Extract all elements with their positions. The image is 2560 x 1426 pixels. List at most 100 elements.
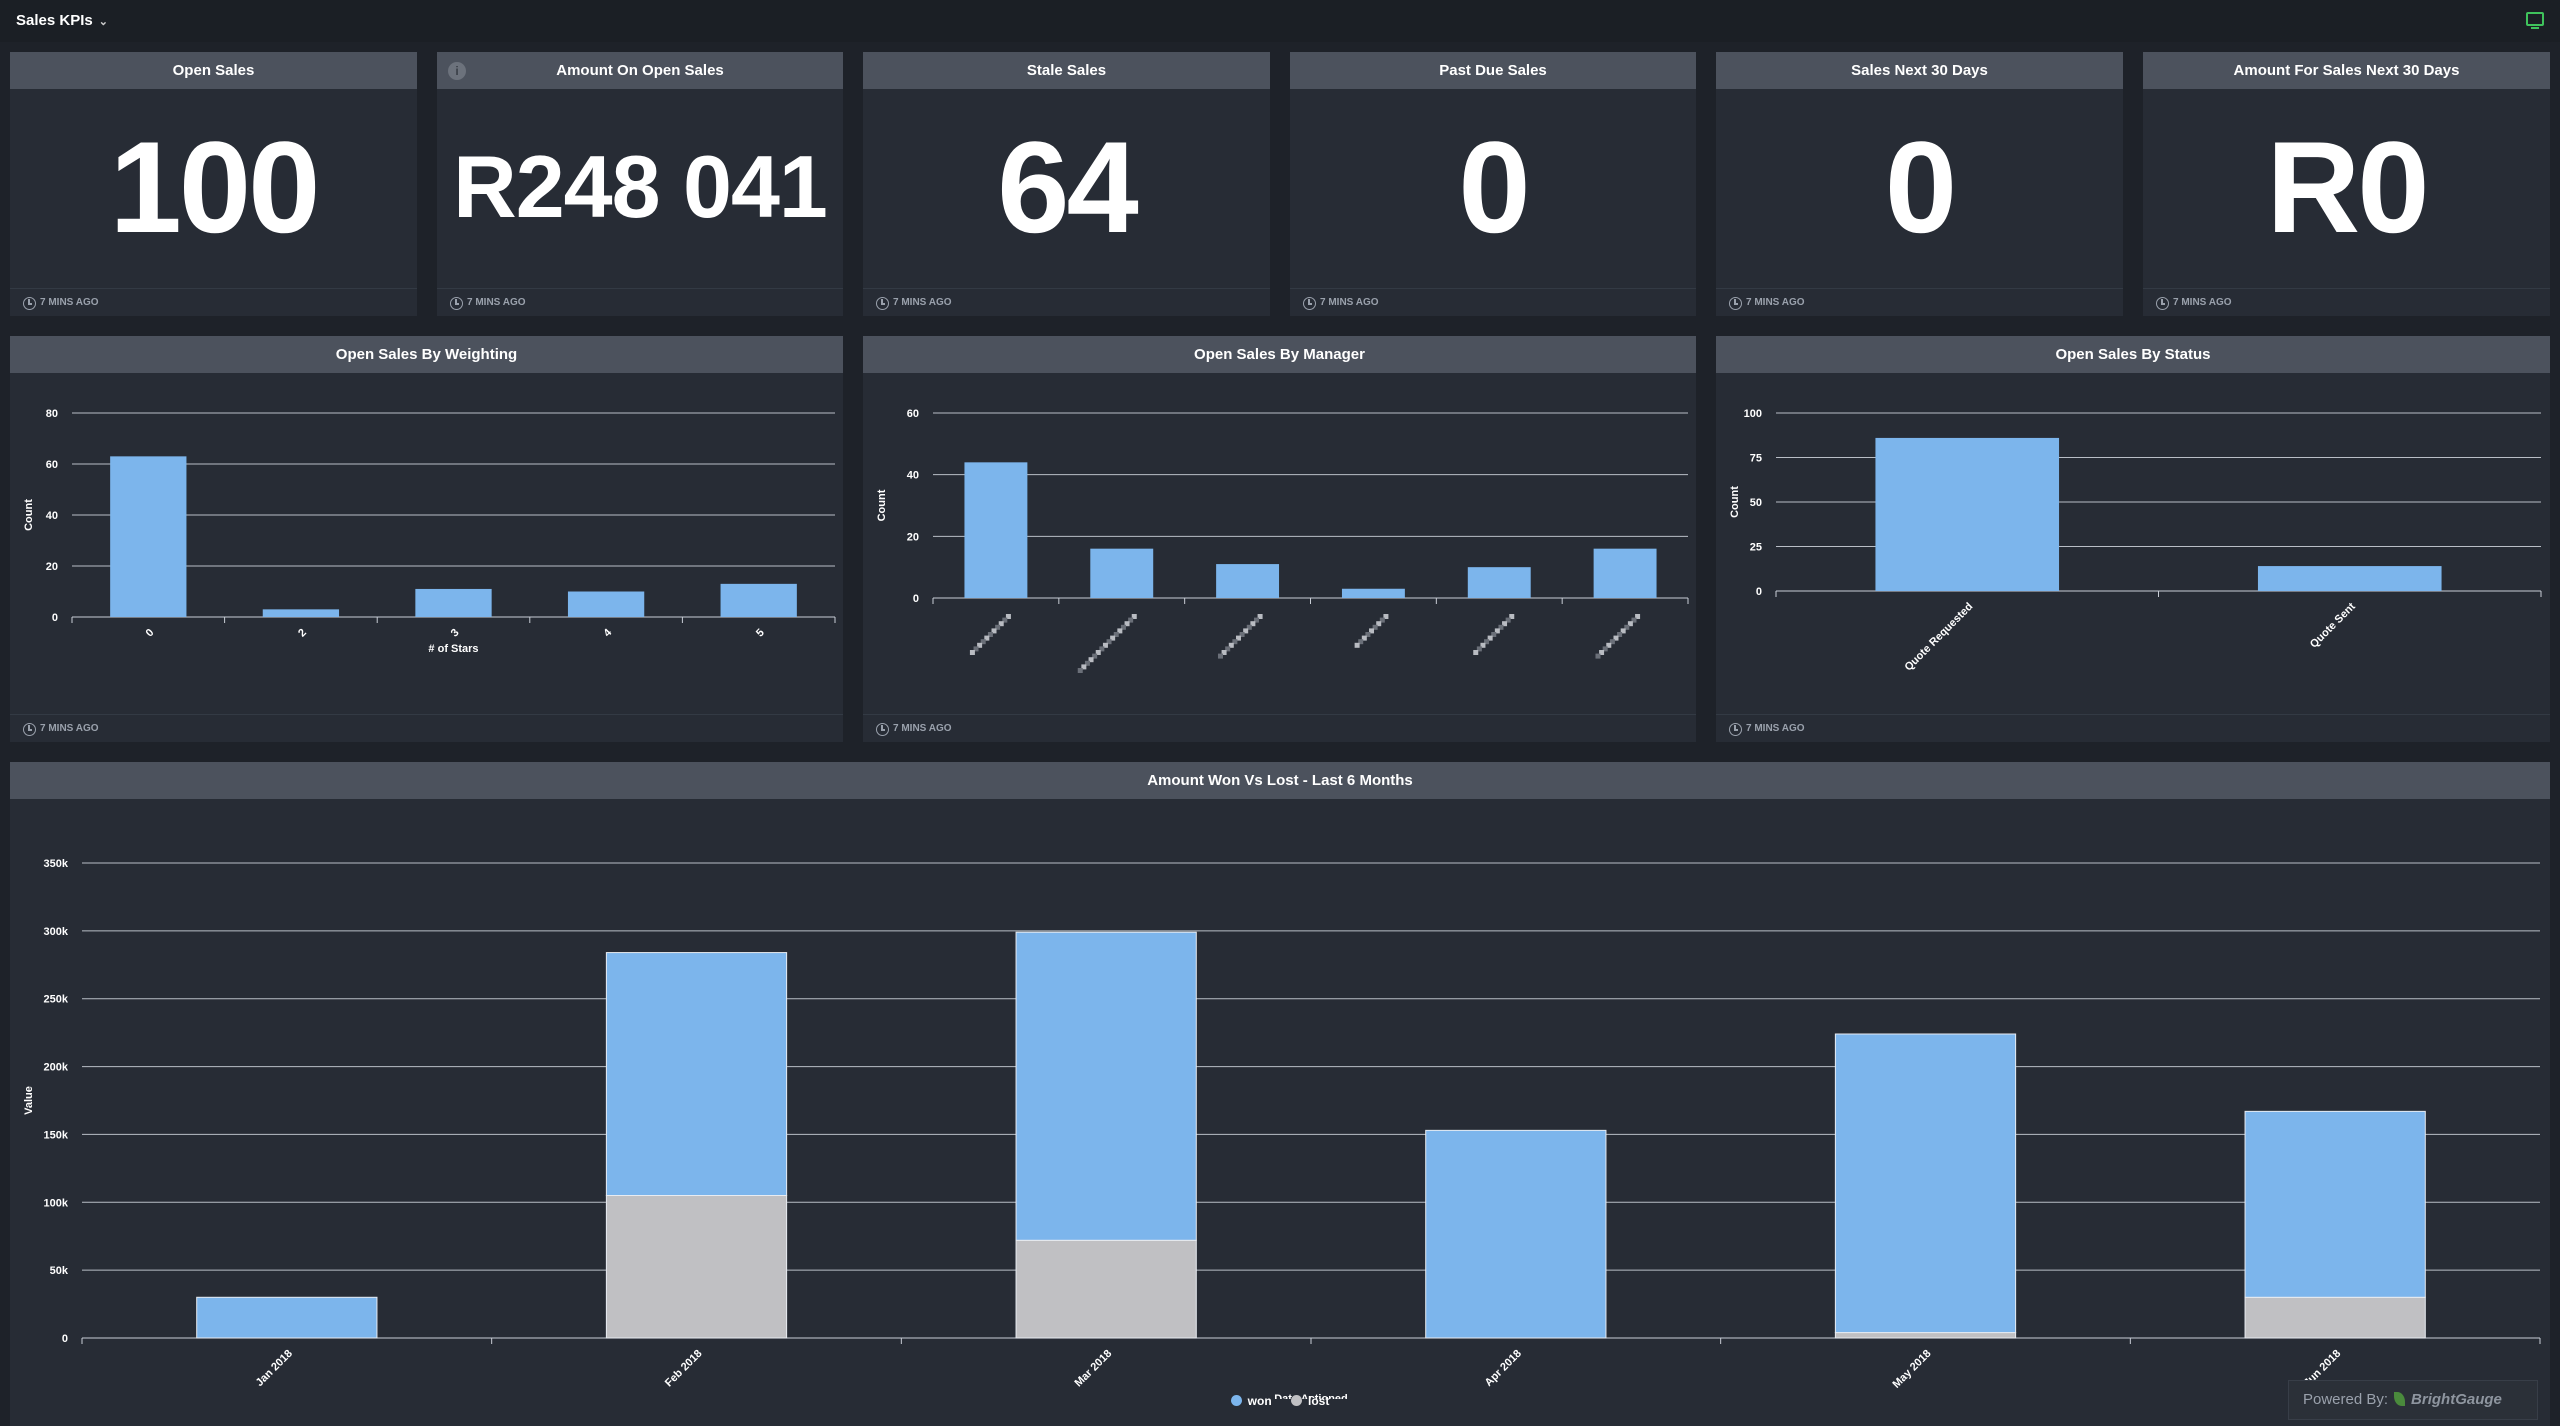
x-tick-label: May 2018	[1891, 1348, 1934, 1391]
redacted-pixel	[1102, 642, 1108, 648]
redacted-pixel	[1239, 632, 1245, 637]
clock-icon	[876, 297, 889, 310]
panel-title: Past Due Sales	[1290, 52, 1696, 89]
kpi-value: 0	[1884, 114, 1957, 260]
chart-panel-manager[interactable]: Open Sales By Manager 0 20 40 60 Count 7 MIN…	[863, 336, 1696, 742]
redacted-pixel	[1624, 624, 1630, 630]
bar	[2257, 566, 2442, 591]
status-bar-chart[interactable]: 0 25 50 75 100 Quote Requested Quote Sent Count	[1716, 373, 2550, 714]
dashboard-selector[interactable]: Sales KPIs ⌄	[16, 12, 108, 29]
y-tick-label: 20	[907, 531, 919, 543]
chart-legend: won lost	[10, 1394, 2550, 1408]
bar-won	[1834, 1033, 2017, 1334]
kpi-sales-next-30-days[interactable]: Sales Next 30 Days 0 7 MINS AGO	[1716, 52, 2123, 316]
redacted-pixel	[1365, 632, 1371, 637]
updated-time: 7 MINS AGO	[40, 297, 99, 308]
redacted-pixel	[1113, 632, 1119, 637]
redacted-pixel	[1232, 639, 1238, 645]
info-icon[interactable]: i	[448, 62, 466, 80]
chart-panel-weighting[interactable]: Open Sales By Weighting 0 20 40 60 80 0 2 3 4 5 Co…	[10, 336, 843, 742]
redacted-pixel	[1110, 635, 1116, 641]
manager-bar-chart[interactable]: 0 20 40 60 Count	[863, 373, 1696, 714]
kpi-value: 100	[109, 114, 321, 260]
y-tick-label: 25	[1750, 542, 1762, 554]
redacted-pixel	[1620, 628, 1626, 634]
powered-by-label: Powered By:	[2303, 1391, 2389, 1408]
y-tick-label: 100	[1744, 408, 1762, 420]
bar	[567, 591, 645, 617]
clock-icon	[450, 297, 463, 310]
weighting-bar-chart[interactable]: 0 20 40 60 80 0 2 3 4 5 Count # of Stars	[10, 373, 843, 714]
redacted-label	[1354, 614, 1389, 648]
y-tick-label: 50	[1750, 497, 1762, 509]
y-tick-label: 350k	[44, 858, 69, 870]
redacted-pixel	[1077, 668, 1083, 673]
updated-time: 7 MINS AGO	[1746, 723, 1805, 734]
bar	[262, 609, 340, 617]
redacted-pixel	[1383, 614, 1389, 619]
redacted-pixel	[1484, 639, 1490, 645]
bar-won	[1015, 931, 1197, 1241]
won-lost-stacked-chart[interactable]: 0 50k 100k 150k 200k 250k 300k 350k Jan 2018 Feb …	[10, 799, 2550, 1399]
bar-lost	[1834, 1332, 2017, 1339]
powered-by-badge[interactable]: Powered By: BrightGauge	[2288, 1380, 2538, 1420]
x-tick-label: Quote Sent	[2308, 600, 2358, 650]
x-tick-label: 4	[601, 626, 614, 639]
kpi-amount-open-sales[interactable]: i Amount On Open Sales R248 041 7 MINS AG…	[437, 52, 843, 316]
panel-title: Open Sales	[10, 52, 417, 89]
redacted-pixel	[1002, 617, 1008, 623]
clock-icon	[1729, 297, 1742, 310]
kpi-past-due-sales[interactable]: Past Due Sales 0 7 MINS AGO	[1290, 52, 1696, 316]
x-tick-label: 0	[144, 627, 157, 640]
x-tick-label: 3	[449, 627, 462, 640]
legend-item-won[interactable]: won	[1230, 1394, 1272, 1408]
chart-panel-status[interactable]: Open Sales By Status 0 25 50 75 100 Quote Req…	[1716, 336, 2550, 742]
redacted-label	[1473, 614, 1515, 655]
panel-title: Open Sales By Status	[1716, 336, 2550, 373]
redacted-pixel	[1221, 650, 1227, 655]
panel-title: Amount Won Vs Lost - Last 6 Months	[10, 762, 2550, 799]
redacted-pixel	[1379, 617, 1385, 623]
y-axis-title: Count	[1729, 486, 1741, 518]
x-tick-label: Apr 2018	[1483, 1348, 1524, 1389]
y-axis-title: Value	[23, 1086, 35, 1115]
redacted-pixel	[1617, 632, 1623, 637]
panel-title: Amount For Sales Next 30 Days	[2143, 52, 2550, 89]
redacted-pixel	[1120, 624, 1126, 630]
kpi-open-sales[interactable]: Open Sales 100 7 MINS AGO	[10, 52, 417, 316]
y-tick-label: 300k	[44, 926, 69, 938]
updated-time: 7 MINS AGO	[893, 297, 952, 308]
bar	[1216, 564, 1280, 598]
redacted-pixel	[1217, 653, 1223, 659]
updated-time: 7 MINS AGO	[467, 297, 526, 308]
panel-header: i Amount On Open Sales	[437, 52, 843, 89]
kpi-stale-sales[interactable]: Stale Sales 64 7 MINS AGO	[863, 52, 1270, 316]
redacted-pixel	[1084, 660, 1090, 666]
x-tick-label: 5	[754, 627, 767, 640]
redacted-pixel	[1631, 617, 1637, 623]
updated-time: 7 MINS AGO	[2173, 297, 2232, 308]
redacted-pixel	[1487, 635, 1493, 641]
redacted-pixel	[1358, 639, 1364, 645]
redacted-pixel	[1369, 628, 1375, 634]
chart-panel-won-lost[interactable]: Amount Won Vs Lost - Last 6 Months 0 50k 1…	[10, 762, 2550, 1426]
kpi-amount-next-30-days[interactable]: Amount For Sales Next 30 Days R0 7 MINS …	[2143, 52, 2550, 316]
y-tick-label: 100k	[44, 1197, 69, 1209]
y-axis-title: Count	[876, 489, 888, 521]
legend-dot-won	[1230, 1395, 1242, 1406]
redacted-pixel	[1473, 650, 1479, 655]
y-tick-label: 150k	[44, 1129, 69, 1141]
redacted-pixel	[1124, 621, 1130, 627]
bar	[964, 462, 1028, 598]
redacted-label	[1217, 614, 1263, 659]
bar	[1090, 548, 1154, 598]
tv-mode-icon[interactable]	[2526, 12, 2544, 29]
redacted-pixel	[1635, 614, 1641, 619]
bar-won	[605, 952, 788, 1196]
redacted-label	[969, 614, 1011, 655]
redacted-pixel	[1225, 646, 1231, 652]
legend-item-lost[interactable]: lost	[1291, 1394, 1329, 1408]
updated-time: 7 MINS AGO	[1746, 297, 1805, 308]
redacted-pixel	[995, 624, 1001, 630]
bar-lost	[1015, 1239, 1197, 1339]
